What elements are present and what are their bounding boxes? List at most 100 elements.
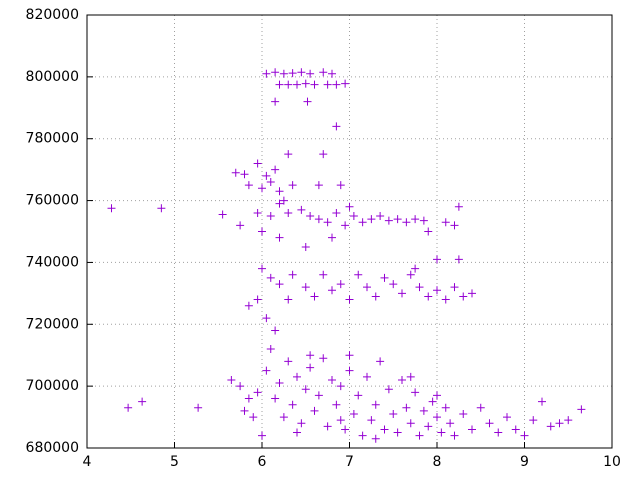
marker [323, 80, 332, 89]
marker [284, 150, 293, 159]
marker [424, 227, 433, 236]
marker [275, 280, 284, 289]
marker [323, 422, 332, 431]
marker [279, 413, 288, 422]
marker [275, 379, 284, 388]
marker [310, 80, 319, 89]
marker [450, 221, 459, 230]
marker [345, 295, 354, 304]
y-tick-label: 680000 [26, 440, 79, 456]
marker [345, 366, 354, 375]
marker [520, 431, 529, 440]
marker [441, 295, 450, 304]
marker [411, 264, 420, 273]
marker [358, 431, 367, 440]
marker [275, 187, 284, 196]
marker [363, 372, 371, 381]
x-tick-label: 5 [170, 454, 179, 470]
marker [240, 170, 249, 179]
marker [288, 69, 297, 78]
marker [332, 208, 341, 217]
marker [376, 357, 385, 366]
marker [380, 273, 389, 282]
marker [371, 292, 380, 301]
marker [393, 215, 402, 224]
marker [398, 289, 406, 298]
marker [349, 212, 358, 221]
marker [538, 397, 546, 406]
marker [314, 181, 323, 190]
marker [244, 181, 253, 190]
marker [402, 403, 411, 412]
marker [332, 80, 341, 89]
marker [319, 150, 328, 159]
x-tick-label: 10 [603, 454, 621, 470]
marker [271, 68, 280, 77]
x-tick-label: 4 [83, 454, 92, 470]
marker [389, 409, 398, 418]
marker [459, 292, 468, 301]
marker [240, 406, 249, 415]
marker [371, 434, 380, 443]
marker [406, 419, 415, 428]
y-tick-label: 800000 [26, 69, 79, 85]
marker [306, 363, 315, 372]
marker [345, 202, 354, 211]
marker [345, 351, 354, 360]
marker [258, 184, 266, 193]
marker [354, 270, 363, 279]
y-tick-label: 700000 [26, 378, 79, 394]
marker [428, 397, 437, 406]
x-tick-label: 9 [520, 454, 529, 470]
x-tick-label: 6 [258, 454, 267, 470]
marker [454, 202, 463, 211]
marker [244, 301, 253, 310]
marker [494, 428, 503, 437]
marker [341, 425, 350, 434]
marker [354, 391, 363, 400]
y-tick-label: 820000 [26, 7, 79, 23]
marker [306, 351, 315, 360]
marker [124, 403, 133, 412]
marker [262, 171, 271, 180]
marker [332, 122, 341, 131]
marker [258, 227, 266, 236]
marker [450, 283, 459, 292]
marker [546, 422, 555, 431]
marker [336, 280, 345, 289]
marker [328, 233, 336, 242]
marker [319, 354, 328, 363]
marker [288, 181, 297, 190]
marker [253, 388, 262, 397]
marker [249, 413, 258, 422]
marker [433, 413, 441, 422]
marker [503, 413, 511, 422]
marker [406, 372, 415, 381]
marker [328, 286, 336, 295]
marker [275, 80, 284, 89]
marker [194, 403, 203, 412]
marker [218, 210, 227, 219]
marker [227, 375, 236, 384]
marker [157, 204, 166, 213]
marker [468, 425, 476, 434]
marker [303, 97, 312, 106]
marker [419, 216, 428, 225]
marker [389, 280, 398, 289]
marker [271, 326, 280, 335]
marker [336, 382, 345, 391]
marker [310, 406, 319, 415]
marker [367, 215, 376, 224]
marker [253, 295, 262, 304]
marker [529, 416, 538, 425]
marker [279, 69, 288, 78]
marker [301, 385, 310, 394]
marker [266, 273, 275, 282]
marker [336, 416, 345, 425]
y-tick-label: 760000 [26, 193, 79, 209]
marker [564, 416, 573, 425]
marker [284, 208, 293, 217]
marker [271, 97, 280, 106]
marker [310, 292, 319, 301]
